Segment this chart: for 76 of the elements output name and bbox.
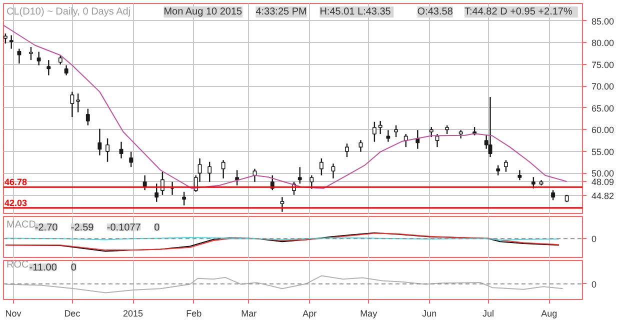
candlestick	[488, 96, 492, 158]
annotation: -2.59	[70, 222, 94, 234]
y-tick-label: 48.09	[592, 176, 614, 187]
candlestick	[518, 170, 522, 181]
candlestick	[319, 158, 324, 176]
y-tick-label: 44.82	[592, 191, 614, 202]
line-series	[4, 24, 568, 189]
candlestick	[29, 46, 33, 61]
candlestick	[298, 166, 302, 184]
candlestick	[345, 142, 349, 158]
candlestick	[9, 34, 14, 50]
candlestick	[46, 59, 51, 76]
x-tick-label: Dec	[64, 308, 81, 318]
y-tick-label: 70.00	[592, 82, 614, 92]
candlestick	[504, 160, 508, 172]
chart-title: ROC	[6, 260, 29, 270]
candlestick	[4, 32, 8, 44]
x-tick-label: May	[360, 308, 378, 318]
candlestick	[208, 161, 212, 182]
candlestick	[394, 124, 398, 138]
x-tick-label: Mar	[241, 308, 257, 318]
candlestick	[372, 121, 376, 142]
ref-line-label: 0	[592, 234, 597, 244]
annotation: T:44.82 D +0.95 +2.17%	[464, 6, 572, 18]
x-tick-label: Jun	[422, 308, 437, 318]
text: -11.00	[29, 262, 58, 274]
candlestick	[386, 130, 390, 142]
x-tick-label: 2015	[123, 308, 144, 318]
candlestick	[76, 92, 80, 113]
ref-line-label: 42.03	[4, 198, 28, 208]
candlestick	[378, 120, 382, 135]
candlestick	[17, 48, 22, 64]
candlestick	[221, 160, 226, 179]
candlestick	[429, 126, 434, 138]
candlestick	[358, 140, 363, 152]
x-tick-label: Apr	[302, 308, 317, 318]
chart-title: CL(D10) ~ Daily, 0 Days Adj	[6, 6, 131, 18]
x-tick-label: Jul	[482, 308, 494, 318]
candlestick	[36, 51, 41, 66]
annotation: 4:33:25 PM	[256, 6, 307, 18]
candlestick	[154, 183, 159, 202]
candlestick	[182, 191, 186, 206]
y-tick-label: 60.00	[592, 125, 614, 136]
candlestick	[551, 190, 556, 201]
candlestick	[106, 138, 110, 162]
y-tick-label: 65.00	[592, 103, 614, 114]
candlestick	[142, 174, 147, 191]
candlestick	[496, 164, 500, 176]
x-tick-label: Nov	[5, 308, 22, 318]
text: 0	[70, 262, 77, 274]
y-tick-label: 75.00	[592, 60, 614, 70]
y-tick-label: 50.00	[592, 168, 614, 179]
candlestick	[280, 196, 284, 212]
candlestick	[310, 174, 314, 190]
annotation: O:43.58	[417, 6, 454, 18]
annotation: H:45.01 L:43.35	[320, 6, 392, 18]
y-tick-label: 80.00	[592, 38, 614, 48]
candlestick	[98, 128, 102, 156]
candlestick	[235, 170, 240, 186]
candlestick	[64, 64, 68, 76]
annotation: 0	[154, 222, 160, 234]
annotation: Mon Aug 10 2015	[164, 6, 243, 18]
annotation: -2.70	[34, 222, 58, 234]
y-tick-label: 85.00	[592, 16, 614, 26]
x-tick-label: Aug	[541, 308, 558, 318]
candlestick	[86, 108, 90, 126]
candlestick	[70, 91, 74, 118]
candlestick	[331, 163, 336, 179]
ref-line-label: 46.78	[4, 177, 28, 188]
y-tick-label: 55.00	[592, 146, 614, 157]
candlestick	[129, 151, 134, 168]
x-tick-label: Feb	[186, 308, 202, 318]
ref-line-label: 0	[592, 279, 597, 290]
candlestick	[531, 176, 536, 189]
annotation: -0.1077	[106, 222, 142, 234]
chart-title: MACD	[6, 220, 36, 230]
